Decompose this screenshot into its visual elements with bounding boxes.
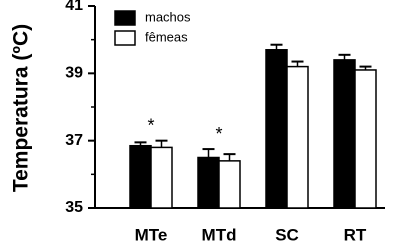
legend-label: machos	[145, 9, 191, 24]
y-tick-label: 37	[65, 132, 83, 149]
bar	[218, 160, 241, 209]
y-tick-label: 39	[65, 65, 83, 82]
y-tick-label: 35	[65, 199, 83, 216]
bar	[197, 156, 220, 209]
x-tick-label: SC	[275, 225, 299, 244]
x-tick-label: MTe	[135, 225, 168, 244]
bar	[150, 146, 173, 209]
bar	[333, 59, 356, 209]
bar	[129, 144, 152, 209]
y-axis-label: Temperatura (ºC)	[10, 24, 33, 192]
annotation: *	[147, 115, 154, 135]
x-tick-label: MTd	[202, 225, 237, 244]
legend-swatch	[114, 10, 136, 26]
legend-swatch	[114, 30, 136, 46]
bar	[265, 49, 288, 209]
bar	[286, 65, 309, 209]
x-tick-label: RT	[344, 225, 367, 244]
legend-label: fêmeas	[145, 29, 188, 44]
annotation: *	[215, 124, 222, 144]
bar	[354, 69, 377, 209]
y-tick-label: 41	[65, 0, 83, 14]
